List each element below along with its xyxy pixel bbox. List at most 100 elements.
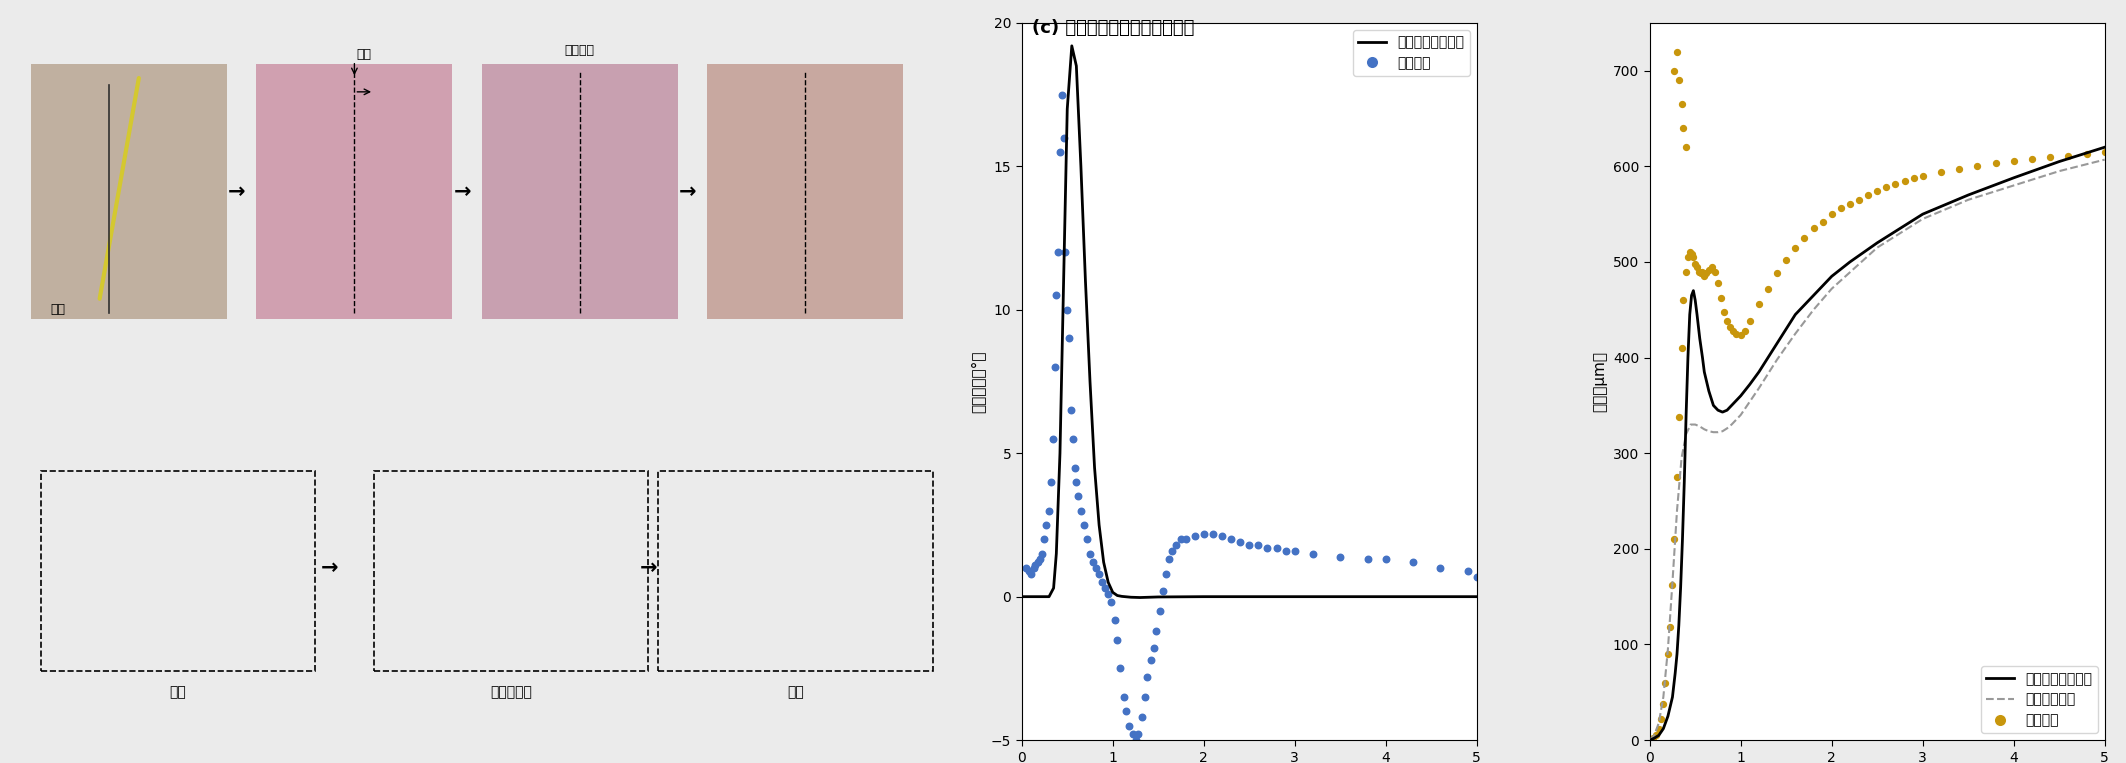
Point (1048, 246, 1082, 259)
Legend: シミュレーション, 既存のモデル, 実験結果: シミュレーション, 既存のモデル, 実験結果 (1981, 666, 2098, 733)
Point (1960, 160, 1994, 172)
Point (1014, 568, 1048, 580)
Point (1461, 571, 1495, 583)
Point (1140, 625, 1174, 637)
Point (1023, 553, 1057, 565)
Bar (32, 64, 227, 320)
Point (1233, 539, 1267, 551)
Point (1052, 333, 1086, 345)
Point (1671, 251, 1705, 263)
Point (1242, 539, 1276, 551)
Text: →: → (640, 558, 657, 578)
Point (1131, 671, 1165, 683)
Point (1701, 277, 1735, 289)
Point (1091, 588, 1125, 600)
Legend: シミュレーション, 実験結果: シミュレーション, 実験結果 (1352, 30, 1469, 76)
Point (1016, 562, 1050, 574)
Point (1660, 471, 1694, 483)
Point (1450, 565, 1484, 577)
Point (1259, 542, 1293, 554)
Point (1084, 576, 1118, 588)
Point (1979, 157, 2013, 169)
Point (1652, 621, 1686, 633)
Point (1010, 562, 1044, 574)
Point (1639, 729, 1673, 742)
Point (1714, 321, 1748, 333)
Point (1680, 261, 1714, 273)
Point (2069, 148, 2103, 160)
Point (1690, 267, 1724, 279)
Point (2015, 153, 2049, 165)
Point (1057, 462, 1091, 474)
Text: ねじれ角: ねじれ角 (566, 44, 595, 57)
Point (1663, 410, 1697, 423)
Point (1195, 527, 1229, 539)
Point (1097, 613, 1131, 626)
Point (1669, 141, 1703, 153)
Point (1074, 548, 1108, 560)
Point (1824, 202, 1858, 214)
Point (1637, 732, 1671, 744)
Point (1760, 267, 1794, 279)
Point (1076, 556, 1110, 568)
Point (2032, 150, 2066, 163)
Point (1652, 648, 1686, 660)
Point (1943, 163, 1977, 175)
Text: (c) ねじれ角と変位の時間変化: (c) ねじれ角と変位の時間変化 (1033, 19, 1195, 37)
Bar (483, 64, 678, 320)
Point (1869, 182, 1903, 194)
Point (1648, 677, 1682, 689)
Text: 結晶: 結晶 (51, 303, 66, 316)
Point (1214, 533, 1248, 546)
Point (1703, 292, 1737, 304)
Point (1152, 553, 1186, 565)
Point (1833, 198, 1867, 210)
Point (1110, 705, 1144, 717)
Point (1050, 304, 1084, 316)
Point (1322, 550, 1356, 562)
Point (1082, 568, 1116, 580)
Point (1733, 315, 1767, 327)
Point (1222, 536, 1256, 549)
Point (1682, 266, 1716, 278)
Point (1752, 282, 1786, 295)
Point (1694, 261, 1728, 273)
Point (1080, 562, 1114, 574)
Y-axis label: ねじれ角（°）: ねじれ角（°） (969, 350, 984, 413)
Point (1660, 46, 1694, 58)
Point (1796, 222, 1830, 234)
Point (1769, 254, 1803, 266)
Point (1788, 232, 1822, 244)
Point (1061, 490, 1095, 502)
Point (1040, 289, 1074, 301)
Text: →: → (227, 182, 247, 202)
Point (1169, 533, 1203, 546)
Point (1205, 530, 1239, 542)
Point (1118, 734, 1152, 746)
Point (1125, 711, 1159, 723)
Point (1054, 404, 1089, 417)
Point (1144, 605, 1178, 617)
Bar (257, 64, 453, 320)
Point (1120, 728, 1154, 740)
Point (1178, 530, 1212, 542)
Point (1397, 556, 1431, 568)
Point (1707, 306, 1741, 318)
Point (1025, 548, 1059, 560)
Point (1692, 263, 1726, 275)
Text: ねじれ屈曲: ねじれ屈曲 (491, 685, 532, 699)
Point (1669, 266, 1703, 278)
Point (1101, 633, 1135, 645)
Point (1658, 65, 1692, 77)
Point (1278, 545, 1312, 557)
Point (1127, 691, 1161, 703)
Point (1860, 185, 1894, 198)
Point (1012, 565, 1046, 577)
Point (1888, 175, 1922, 187)
Point (1042, 246, 1076, 259)
Point (1686, 266, 1720, 278)
Point (1069, 533, 1103, 546)
Point (1067, 519, 1101, 531)
Point (1165, 533, 1199, 546)
Point (1688, 270, 1722, 282)
